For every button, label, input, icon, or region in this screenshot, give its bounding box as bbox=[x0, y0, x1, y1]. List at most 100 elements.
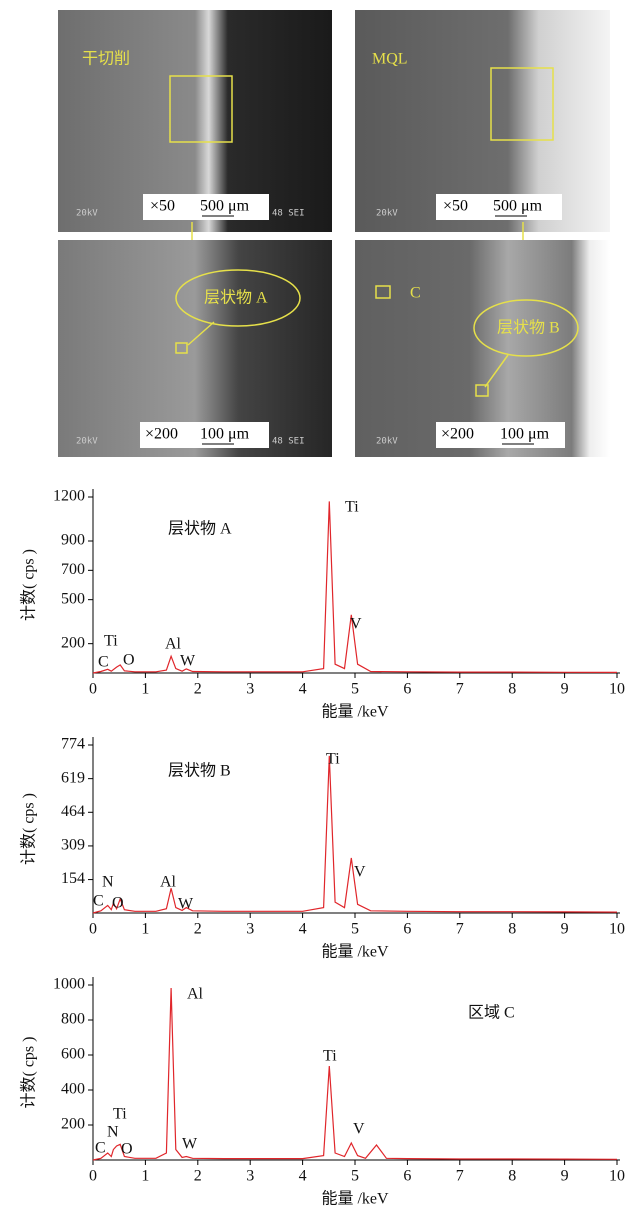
x-tick-label: 6 bbox=[403, 1168, 411, 1185]
x-tick-label: 7 bbox=[456, 1168, 464, 1185]
x-tick-label: 7 bbox=[456, 681, 464, 698]
scale-box bbox=[436, 422, 565, 448]
x-axis-label: 能量 /keV bbox=[321, 1190, 389, 1208]
y-tick-label: 600 bbox=[61, 1046, 85, 1063]
spectrum-line bbox=[92, 501, 618, 674]
y-tick-label: 309 bbox=[61, 837, 85, 854]
x-tick-label: 8 bbox=[508, 1168, 516, 1185]
x-tick-label: 10 bbox=[609, 681, 625, 698]
scale-bar: 500 μm bbox=[200, 198, 250, 215]
footer: 20kV bbox=[76, 209, 98, 219]
x-tick-label: 3 bbox=[246, 681, 254, 698]
y-tick-label: 800 bbox=[61, 1011, 85, 1028]
y-axis-label: 计数( cps ) bbox=[20, 549, 38, 621]
x-tick-label: 4 bbox=[299, 681, 307, 698]
callout-label: 层状物 A bbox=[204, 289, 268, 307]
spot-box bbox=[475, 384, 489, 397]
magnification: ×200 bbox=[441, 426, 474, 443]
y-tick-label: 700 bbox=[61, 561, 85, 578]
peak-label: V bbox=[353, 1121, 365, 1138]
peak-label: Ti bbox=[113, 1106, 127, 1123]
magnification: ×50 bbox=[150, 198, 175, 215]
scale-bar: 100 μm bbox=[200, 426, 250, 443]
y-tick-label: 1000 bbox=[53, 976, 85, 993]
zoom-box bbox=[490, 67, 554, 141]
y-axis-label: 计数( cps ) bbox=[20, 1037, 38, 1109]
peak-label: Ti bbox=[104, 633, 118, 650]
x-tick-label: 5 bbox=[351, 1168, 359, 1185]
x-tick-label: 4 bbox=[299, 921, 307, 938]
peak-label: N bbox=[107, 1124, 119, 1141]
chart-title: 区域 C bbox=[468, 1004, 515, 1022]
spot-box bbox=[175, 342, 188, 354]
footer: 20kV bbox=[376, 437, 398, 447]
x-tick-label: 10 bbox=[609, 1168, 625, 1185]
x-tick-label: 1 bbox=[141, 1168, 149, 1185]
x-tick-label: 10 bbox=[609, 921, 625, 938]
callout-label: 层状物 B bbox=[497, 319, 560, 337]
callout-pointer bbox=[187, 321, 215, 346]
peak-label: Ti bbox=[326, 751, 340, 768]
peak-label: O bbox=[123, 652, 135, 669]
y-tick-label: 900 bbox=[61, 532, 85, 549]
x-tick-label: 6 bbox=[403, 921, 411, 938]
x-axis-label: 能量 /keV bbox=[321, 943, 389, 961]
y-tick-label: 464 bbox=[61, 803, 85, 820]
y-tick-label: 400 bbox=[61, 1081, 85, 1098]
peak-label: W bbox=[182, 1136, 198, 1153]
x-axis-label: 能量 /keV bbox=[321, 703, 389, 721]
peak-label: V bbox=[354, 864, 366, 881]
sem-image bbox=[58, 240, 332, 457]
peak-label: Al bbox=[160, 874, 177, 891]
peak-label: N bbox=[102, 874, 114, 891]
callout bbox=[473, 299, 579, 357]
y-tick-label: 200 bbox=[61, 634, 85, 651]
peak-label: Ti bbox=[345, 499, 359, 516]
zoom-box bbox=[169, 75, 233, 143]
y-tick-label: 1200 bbox=[53, 488, 85, 505]
chart-title: 层状物 B bbox=[168, 762, 231, 780]
magnification: ×200 bbox=[145, 426, 178, 443]
y-tick-label: 200 bbox=[61, 1116, 85, 1133]
y-tick-label: 500 bbox=[61, 590, 85, 607]
x-tick-label: 0 bbox=[89, 921, 97, 938]
image-label: 干切削 bbox=[82, 50, 130, 68]
peak-label: Ti bbox=[323, 1048, 337, 1065]
x-tick-label: 6 bbox=[403, 681, 411, 698]
x-tick-label: 0 bbox=[89, 681, 97, 698]
footer: 20kV bbox=[376, 209, 398, 219]
image-label: MQL bbox=[372, 51, 408, 68]
callout bbox=[175, 269, 301, 327]
x-tick-label: 5 bbox=[351, 921, 359, 938]
peak-label: Al bbox=[187, 986, 204, 1003]
x-tick-label: 1 bbox=[141, 921, 149, 938]
x-tick-label: 3 bbox=[246, 1168, 254, 1185]
y-tick-label: 774 bbox=[61, 736, 85, 753]
x-tick-label: 8 bbox=[508, 921, 516, 938]
x-tick-label: 4 bbox=[299, 1168, 307, 1185]
footer: 48 SEI bbox=[272, 437, 305, 447]
peak-label: C bbox=[95, 1140, 106, 1157]
x-tick-label: 2 bbox=[194, 681, 202, 698]
spectrum-line bbox=[92, 755, 618, 914]
x-tick-label: 7 bbox=[456, 921, 464, 938]
peak-label: O bbox=[112, 895, 124, 912]
peak-label: Al bbox=[165, 636, 182, 653]
peak-label: C bbox=[98, 654, 109, 671]
footer: 20kV bbox=[76, 437, 98, 447]
footer: 48 SEI bbox=[272, 209, 305, 219]
x-tick-label: 8 bbox=[508, 681, 516, 698]
x-tick-label: 0 bbox=[89, 1168, 97, 1185]
x-tick-label: 2 bbox=[194, 921, 202, 938]
x-tick-label: 3 bbox=[246, 921, 254, 938]
spot-box bbox=[375, 285, 391, 299]
scale-bar: 100 μm bbox=[500, 426, 550, 443]
chart-title: 层状物 A bbox=[168, 520, 232, 538]
callout-pointer bbox=[484, 354, 509, 388]
peak-label: W bbox=[178, 896, 194, 913]
x-tick-label: 9 bbox=[561, 1168, 569, 1185]
sem-image bbox=[355, 240, 610, 457]
region-label: C bbox=[410, 285, 421, 302]
